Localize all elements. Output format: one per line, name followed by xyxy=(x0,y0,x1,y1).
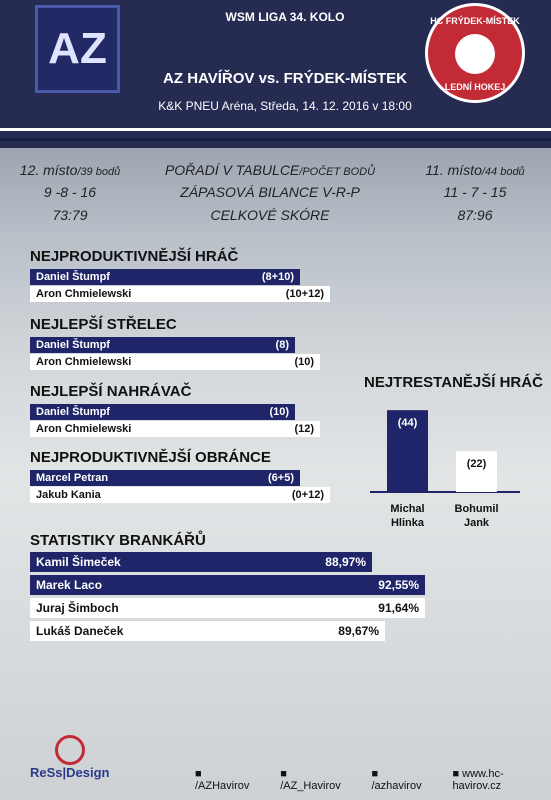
stat-value: (10) xyxy=(269,406,289,418)
goalie-title: STATISTIKY BRANKÁŘŮ xyxy=(30,532,206,549)
player-name: Daniel Štumpf xyxy=(36,406,110,418)
home-place: 12. místo/39 bodů xyxy=(0,162,170,178)
goalie-name: Juraj Šimboch xyxy=(36,601,119,615)
goalie-row: Juraj Šimboch 91,64% xyxy=(30,598,425,618)
stat-row: Marcel Petran (6+5) xyxy=(30,470,300,486)
stat-value: (8) xyxy=(275,339,289,351)
stripe xyxy=(0,128,551,131)
text: ReSs|Design xyxy=(30,765,110,780)
player-name: Daniel Štumpf xyxy=(36,271,110,283)
penalty-name-line: Michal xyxy=(390,503,424,515)
penalty-title: NEJTRESTANĚJŠÍ HRÁČ xyxy=(364,374,543,391)
twitter[interactable]: ■ /AZ_Havirov xyxy=(280,768,341,792)
goalie-value: 92,55% xyxy=(378,578,419,592)
stat-row: Aron Chmielewski (12) xyxy=(30,421,320,437)
player-name: Marcel Petran xyxy=(36,472,109,484)
text: 11. místo xyxy=(425,162,482,178)
brand-icon xyxy=(55,735,85,765)
player-name: Aron Chmielewski xyxy=(36,356,132,368)
label-place: POŘADÍ V TABULCE/POČET BODŮ xyxy=(160,162,380,178)
stripe xyxy=(0,138,551,141)
goalie-name: Lukáš Daneček xyxy=(36,624,124,638)
penalty-name: Bohumil Jank xyxy=(455,503,499,529)
stat-value: (10) xyxy=(294,356,314,368)
venue: K&K PNEU Aréna, Středa, 14. 12. 2016 v 1… xyxy=(158,99,412,113)
goalie-row: Lukáš Daneček 89,67% xyxy=(30,621,385,641)
goalie-name: Kamil Šimeček xyxy=(36,555,121,569)
stat-value: (12) xyxy=(294,423,314,435)
penalty-chart: (44) Michal Hlinka (22) Bohumil Jank xyxy=(370,410,520,529)
player-name: Aron Chmielewski xyxy=(36,423,132,435)
text: POŘADÍ V TABULCE xyxy=(164,162,300,178)
stat-row: Daniel Štumpf (10) xyxy=(30,404,295,420)
penalty-value: (22) xyxy=(467,458,487,470)
player-name: Jakub Kania xyxy=(36,489,101,501)
section-title: NEJLEPŠÍ STŘELEC xyxy=(30,316,177,333)
stat-value: (6+5) xyxy=(268,472,294,484)
label-record: ZÁPASOVÁ BILANCE V-R-P xyxy=(180,184,360,200)
stat-value: (10+12) xyxy=(285,288,324,300)
text: www.hc-havirov.cz xyxy=(452,768,504,792)
away-place: 11. místo/44 bodů xyxy=(375,162,551,178)
away-record: 11 - 7 - 15 xyxy=(443,184,507,200)
goalie-name: Marek Laco xyxy=(36,578,103,592)
match: AZ HAVÍŘOV vs. FRÝDEK-MÍSTEK xyxy=(163,70,407,87)
instagram[interactable]: ■ /azhavirov xyxy=(371,768,422,792)
home-record: 9 -8 - 16 xyxy=(43,184,97,200)
stat-row: Jakub Kania (0+12) xyxy=(30,487,330,503)
player-name: Daniel Štumpf xyxy=(36,339,110,351)
stat-value: (0+12) xyxy=(291,489,324,501)
penalty-bar xyxy=(387,410,428,492)
text: /AZ_Havirov xyxy=(280,780,341,792)
player-name: Aron Chmielewski xyxy=(36,288,132,300)
text: 12. místo xyxy=(19,162,78,178)
penalty-name: Michal Hlinka xyxy=(390,503,425,529)
facebook[interactable]: ■ /AZHavirov xyxy=(195,768,250,792)
section-title: NEJPRODUKTIVNĚJŠÍ OBRÁNCE xyxy=(30,449,271,466)
label-score: CELKOVÉ SKÓRE xyxy=(210,207,330,223)
brand: ReSs|Design xyxy=(30,735,120,780)
goalie-value: 88,97% xyxy=(325,555,366,569)
penalty-value: (44) xyxy=(398,417,418,429)
web[interactable]: ■ www.hc-havirov.cz xyxy=(452,768,504,792)
goalie-value: 89,67% xyxy=(338,624,379,638)
section-title: NEJPRODUKTIVNĚJŠÍ HRÁČ xyxy=(30,248,239,265)
penalty-name-line: Jank xyxy=(464,517,490,529)
away-logo: HC FRÝDEK-MÍSTEK LEDNÍ HOKEJ xyxy=(425,3,525,103)
home-score: 73:79 xyxy=(52,207,88,223)
penalty-name-line: Bohumil xyxy=(455,503,499,515)
home-logo: AZ xyxy=(35,5,120,93)
goalie-row: Kamil Šimeček 88,97% xyxy=(30,552,372,572)
league: WSM LIGA 34. KOLO xyxy=(225,10,345,24)
goalie-value: 91,64% xyxy=(378,601,419,615)
away-logo-text: LEDNÍ HOKEJ xyxy=(444,82,506,92)
text: /POČET BODŮ xyxy=(299,166,376,178)
text: /39 bodů xyxy=(77,166,121,178)
lynx-icon xyxy=(455,34,495,74)
stat-row: Aron Chmielewski (10+12) xyxy=(30,286,330,302)
stat-value: (8+10) xyxy=(261,271,294,283)
section-title: NEJLEPŠÍ NAHRÁVAČ xyxy=(30,383,192,400)
text: /azhavirov xyxy=(371,780,422,792)
stat-row: Daniel Štumpf (8) xyxy=(30,337,295,353)
away-score: 87:96 xyxy=(457,207,493,223)
text: /AZHavirov xyxy=(195,780,250,792)
penalty-bar xyxy=(456,451,497,492)
penalty-name-line: Hlinka xyxy=(391,517,425,529)
away-logo-text: HC FRÝDEK-MÍSTEK xyxy=(430,16,520,26)
goalie-row: Marek Laco 92,55% xyxy=(30,575,425,595)
stat-row: Daniel Štumpf (8+10) xyxy=(30,269,300,285)
stat-row: Aron Chmielewski (10) xyxy=(30,354,320,370)
social: ■ /AZHavirov ■ /AZ_Havirov ■ /azhavirov … xyxy=(195,768,551,792)
text: /44 bodů xyxy=(481,166,525,178)
